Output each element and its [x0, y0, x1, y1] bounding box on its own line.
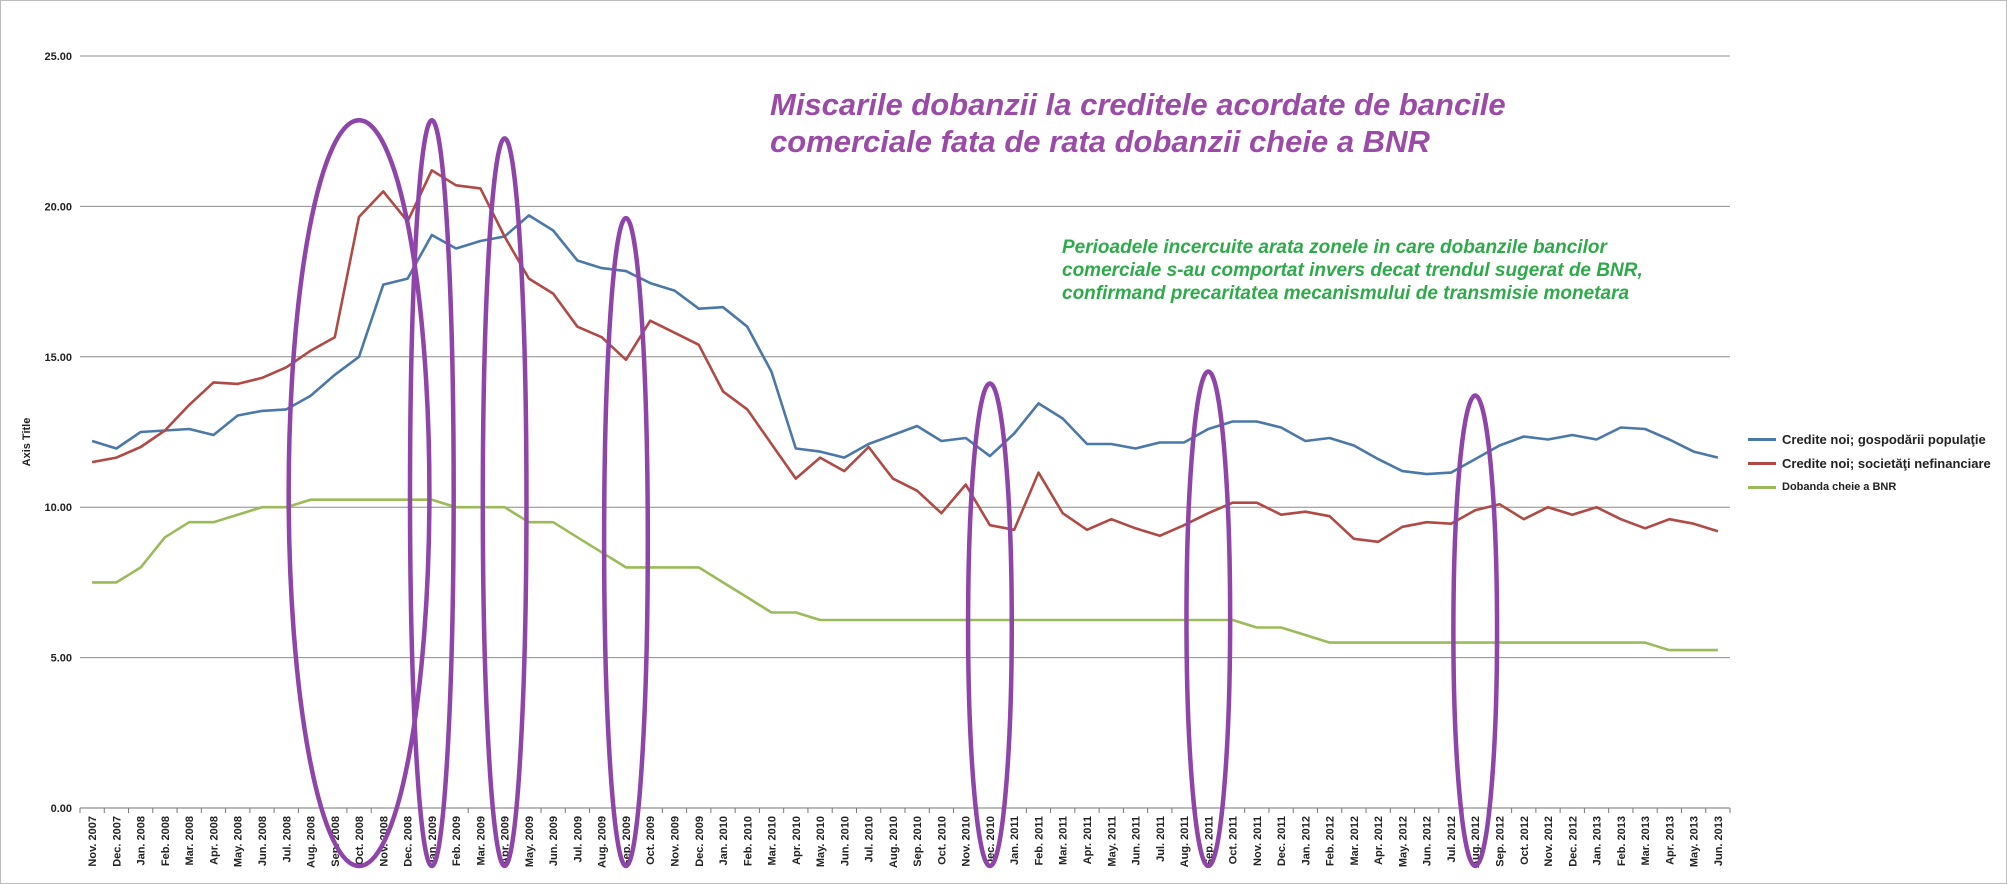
x-tick-label: Aug. 2012 [1470, 816, 1482, 868]
x-tick-label: Feb. 2008 [160, 816, 172, 866]
x-tick-label: Oct. 2011 [1228, 816, 1240, 864]
x-tick-label: Nov. 2009 [669, 816, 681, 867]
x-tick-label: Feb. 2009 [451, 816, 463, 866]
x-tick-label: Sep. 2012 [1494, 816, 1506, 867]
x-tick-label: Aug. 2009 [597, 816, 609, 868]
x-axis-ticks: Nov. 2007 Dec. 2007 Jan. 2008 Feb. 2008 Mar.… [79, 808, 1731, 868]
x-tick-label: Jun. 2008 [257, 816, 269, 866]
legend-label-companies: Credite noi; societăţi nefinanciare [1782, 455, 1991, 471]
x-tick-label: Jul. 2008 [281, 816, 293, 862]
series-line-2 [92, 498, 1718, 652]
series-line-0 [91, 214, 1719, 476]
x-tick-label: Sep. 2011 [1203, 816, 1215, 866]
x-tick-label: May. 2008 [233, 816, 245, 867]
y-tick-label: 15.00 [44, 352, 72, 364]
x-tick-label: Jun. 2011 [1131, 816, 1143, 866]
x-tick-label: Apr. 2010 [791, 816, 803, 865]
x-tick-label: Jul. 2012 [1446, 816, 1458, 862]
legend-swatch-households [1748, 437, 1776, 441]
x-tick-label: Dec. 2011 [1276, 816, 1288, 866]
annotation-text: Perioadele incercuite arata zonele in ca… [1062, 237, 1643, 304]
x-tick-label: Dec. 2007 [111, 816, 123, 867]
x-tick-label: Oct. 2010 [936, 816, 948, 865]
x-tick-label: Oct. 2008 [354, 816, 366, 865]
x-tick-label: May. 2013 [1689, 816, 1701, 867]
x-tick-label: May. 2011 [1106, 816, 1118, 867]
x-tick-label: Dec. 2012 [1567, 816, 1579, 867]
highlight-ellipse-4 [965, 381, 1015, 869]
x-tick-label: Dec. 2008 [403, 816, 415, 867]
y-tick-label: 10.00 [44, 502, 72, 514]
series-line-1 [91, 169, 1719, 544]
x-tick-label: Apr. 2011 [1082, 816, 1094, 864]
x-tick-label: Aug. 2008 [306, 816, 318, 868]
legend-item-companies: Credite noi; societăţi nefinanciare [1748, 451, 1991, 475]
x-tick-label: Jul. 2010 [864, 816, 876, 862]
highlight-ellipse-5 [1184, 369, 1233, 869]
legend-label-households: Credite noi; gospodării populaţie [1782, 431, 1986, 447]
x-tick-label: Jul. 2011 [1155, 816, 1167, 862]
x-tick-label: Apr. 2012 [1373, 816, 1385, 865]
x-tick-label: Jun. 2010 [839, 816, 851, 866]
x-tick-label: Nov. 2010 [961, 816, 973, 867]
x-tick-label: Mar. 2011 [1058, 816, 1070, 865]
legend-swatch-companies [1748, 461, 1776, 465]
x-tick-label: Jun. 2013 [1713, 816, 1725, 866]
x-tick-label: Sep. 2010 [912, 816, 924, 867]
x-tick-label: Mar. 2010 [767, 816, 779, 866]
x-tick-label: Dec. 2010 [985, 816, 997, 867]
y-axis-title: Axis Title [21, 418, 33, 467]
x-tick-label: Mar. 2008 [184, 816, 196, 866]
x-tick-label: Jan. 2008 [136, 816, 148, 866]
x-tick-label: Aug. 2011 [1179, 816, 1191, 867]
legend-label-bnr-rate: Dobanda cheie a BNR [1782, 481, 1897, 493]
x-tick-label: Nov. 2012 [1543, 816, 1555, 867]
x-tick-label: Jan. 2013 [1592, 816, 1604, 866]
highlight-ellipse-3 [601, 215, 651, 869]
x-tick-label: Jun. 2009 [548, 816, 560, 866]
x-tick-label: May. 2010 [815, 816, 827, 867]
legend-item-households: Credite noi; gospodării populaţie [1748, 427, 1991, 451]
x-tick-label: Feb. 2010 [742, 816, 754, 866]
x-tick-label: Feb. 2012 [1325, 816, 1337, 866]
legend-swatch-bnr-rate [1748, 485, 1776, 489]
gridlines [80, 55, 1730, 809]
x-tick-label: Feb. 2011 [1033, 816, 1045, 866]
x-tick-label: May. 2012 [1397, 816, 1409, 867]
series-lines [91, 169, 1719, 652]
y-tick-label: 0.00 [51, 803, 72, 815]
highlight-ellipses [286, 118, 1500, 869]
x-tick-label: Nov. 2011 [1252, 816, 1264, 866]
x-tick-label: Apr. 2008 [208, 816, 220, 865]
x-tick-label: Aug. 2010 [888, 816, 900, 868]
x-tick-label: Jan. 2012 [1300, 816, 1312, 866]
y-tick-label: 5.00 [51, 653, 72, 665]
x-tick-label: Oct. 2012 [1519, 816, 1531, 865]
legend: Credite noi; gospodării populaţie Credit… [1748, 427, 1991, 499]
legend-item-bnr-rate: Dobanda cheie a BNR [1748, 475, 1991, 499]
y-tick-label: 25.00 [44, 51, 72, 63]
x-tick-label: Dec. 2009 [694, 816, 706, 867]
highlight-ellipse-6 [1451, 393, 1500, 869]
y-axis-ticks: 0.00 5.00 10.00 15.00 20.00 25.00 [44, 51, 72, 815]
x-tick-label: Nov. 2007 [87, 816, 99, 867]
x-tick-label: Jul. 2009 [572, 816, 584, 862]
x-tick-label: Mar. 2009 [475, 816, 487, 866]
x-tick-label: Jun. 2012 [1422, 816, 1434, 866]
highlight-ellipse-0 [286, 118, 432, 869]
chart-title: Miscarile dobanzii la creditele acordate… [770, 87, 1506, 159]
x-tick-label: Jan. 2010 [718, 816, 730, 866]
x-tick-label: Mar. 2013 [1640, 816, 1652, 866]
highlight-ellipse-2 [480, 136, 529, 869]
x-tick-label: Apr. 2013 [1664, 816, 1676, 865]
x-tick-label: May. 2009 [524, 816, 536, 867]
x-tick-label: Oct. 2009 [645, 816, 657, 865]
y-tick-label: 20.00 [44, 201, 72, 213]
x-tick-label: Mar. 2012 [1349, 816, 1361, 866]
highlight-ellipse-1 [407, 118, 456, 869]
x-tick-label: Feb. 2013 [1616, 816, 1628, 866]
x-tick-label: Jan. 2011 [1009, 816, 1021, 865]
